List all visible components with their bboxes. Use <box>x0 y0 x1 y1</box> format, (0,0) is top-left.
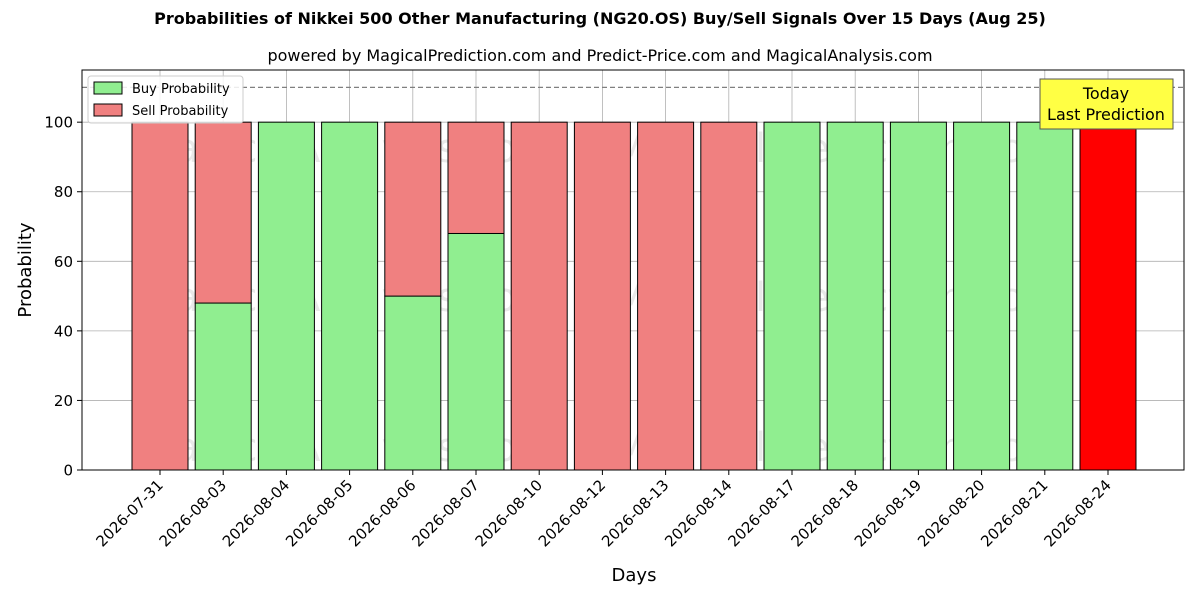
chart-title: Probabilities of Nikkei 500 Other Manufa… <box>154 9 1046 28</box>
x-tick-label: 2026-07-31 <box>92 476 166 550</box>
bar-buy <box>384 295 442 471</box>
y-tick-label: 40 <box>54 322 73 340</box>
x-tick-label: 2026-08-06 <box>345 476 419 550</box>
legend-box <box>87 75 244 124</box>
today-annotation: Today Last Prediction <box>1039 78 1174 130</box>
bar-buy <box>194 302 252 471</box>
x-axis-label: Days <box>612 565 657 586</box>
y-tick-label: 100 <box>44 114 73 132</box>
bar-buy <box>321 121 379 471</box>
bar-buy <box>889 121 947 471</box>
bar-buy <box>953 121 1011 471</box>
bar-sell <box>131 121 189 471</box>
x-tick-label: 2026-08-04 <box>219 476 293 550</box>
legend: Buy Probability Sell Probability <box>87 75 244 124</box>
bar-buy <box>257 121 315 471</box>
legend-label: Sell Probability <box>132 104 229 119</box>
y-tick-label: 60 <box>54 253 73 271</box>
y-tick-label: 80 <box>54 183 73 201</box>
bar-sell <box>194 121 252 304</box>
legend-swatch <box>93 81 123 95</box>
bar-sell <box>384 121 442 297</box>
bar-sell <box>700 121 758 471</box>
bar-buy <box>447 232 505 471</box>
x-tick-label: 2026-08-07 <box>408 476 482 550</box>
x-tick-label: 2026-08-14 <box>661 476 735 550</box>
y-tick-label: 0 <box>63 462 73 480</box>
bar-sell <box>637 121 695 471</box>
x-tick-label: 2026-08-20 <box>914 476 988 550</box>
x-tick-label: 2026-08-10 <box>472 476 546 550</box>
x-tick-label: 2026-08-12 <box>535 476 609 550</box>
y-axis-label: Probability <box>15 222 36 317</box>
bar-buy <box>1016 121 1074 471</box>
chart-subtitle: powered by MagicalPrediction.com and Pre… <box>267 46 933 65</box>
legend-swatch <box>93 103 123 117</box>
annotation-line-1: Today <box>1082 84 1129 103</box>
legend-label: Buy Probability <box>132 82 230 97</box>
annotation-box <box>1039 78 1174 130</box>
x-tick-label: 2026-08-24 <box>1040 476 1114 550</box>
x-tick-label: 2026-08-17 <box>724 476 798 550</box>
x-tick-label: 2026-08-13 <box>598 476 672 550</box>
x-tick-label: 2026-08-18 <box>788 476 862 550</box>
y-tick-label: 20 <box>54 392 73 410</box>
x-tick-label: 2026-08-05 <box>282 476 356 550</box>
bar-sell <box>447 121 505 234</box>
bar-buy <box>826 121 884 471</box>
plot-frame <box>81 69 1185 471</box>
bar-sell <box>573 121 631 471</box>
x-tick-label: 2026-08-19 <box>851 476 925 550</box>
bar-sell <box>510 121 568 471</box>
x-tick-label: 2026-08-21 <box>977 476 1051 550</box>
bar-buy <box>763 121 821 471</box>
bars <box>131 121 1137 471</box>
annotation-line-2: Last Prediction <box>1047 105 1165 124</box>
bar-sell-highlight <box>1079 121 1137 471</box>
x-tick-label: 2026-08-03 <box>156 476 230 550</box>
